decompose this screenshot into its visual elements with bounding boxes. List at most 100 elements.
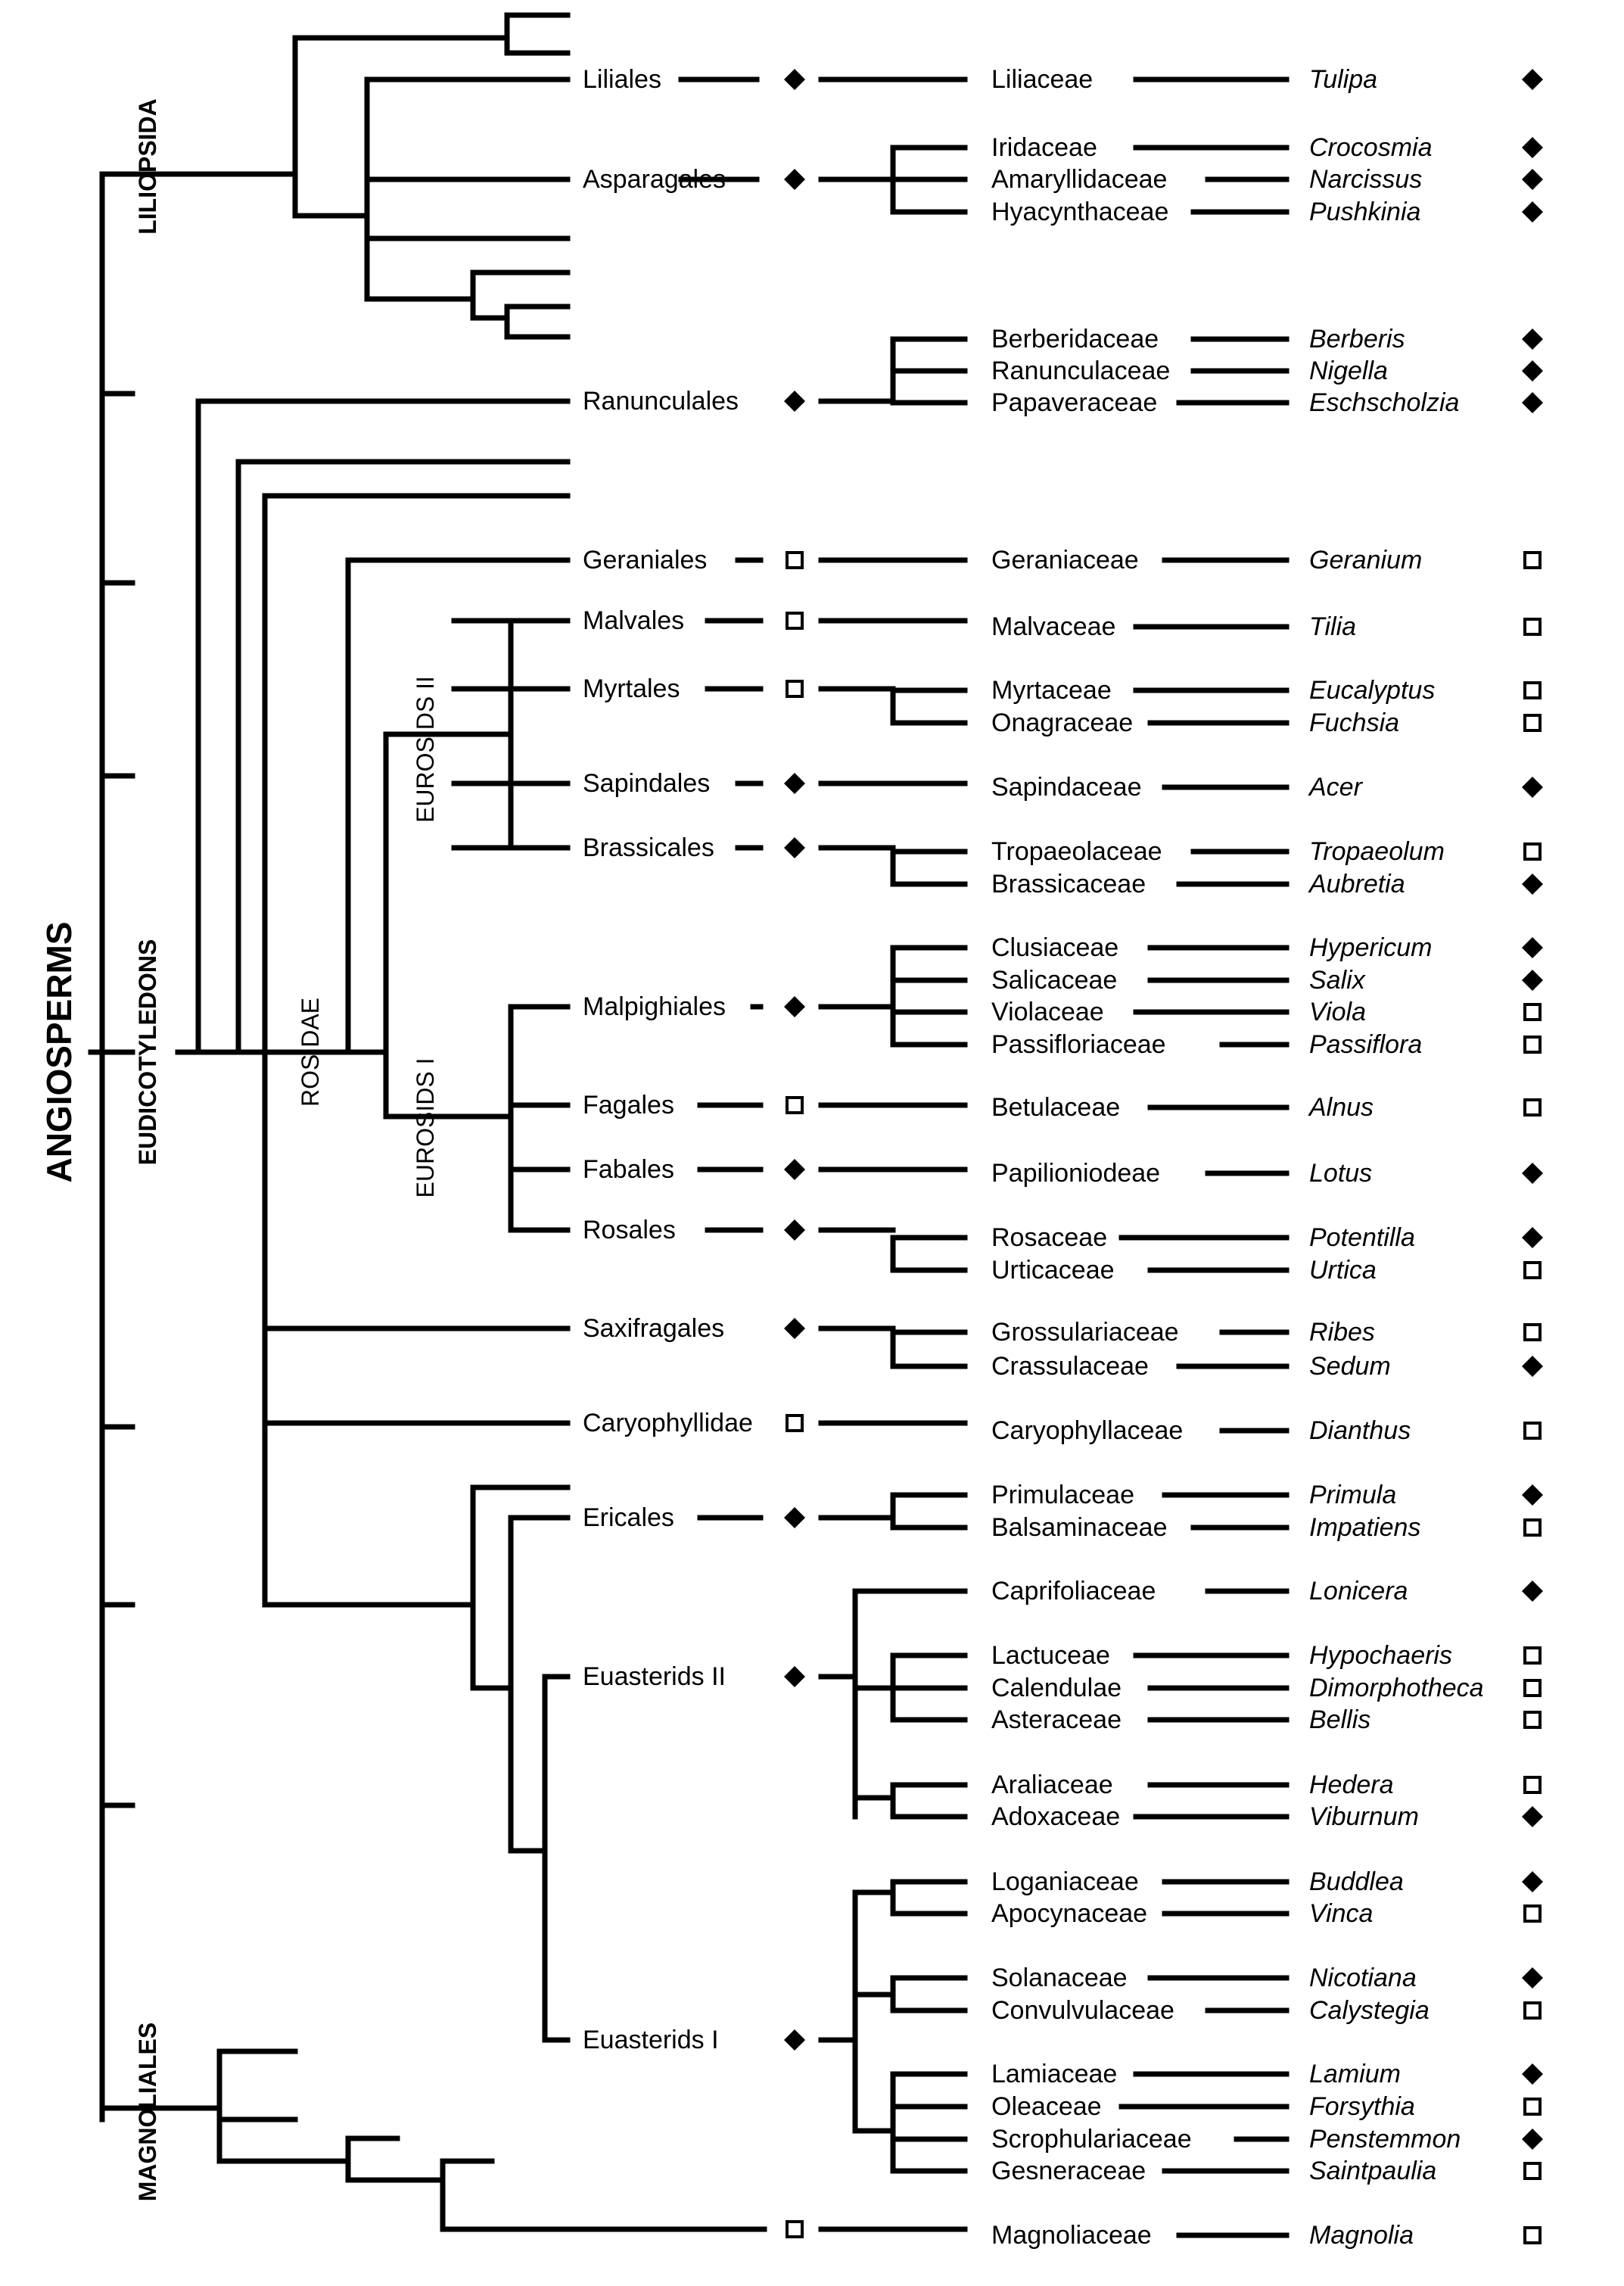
genus-label: Calystegia <box>1309 1996 1430 2025</box>
genus-marker-open-square-icon <box>1523 551 1542 569</box>
genus-marker-filled-diamond-icon <box>1522 137 1543 158</box>
family-label: Berberidaceae <box>991 325 1159 353</box>
genus-label: Eucalyptus <box>1309 676 1435 705</box>
family-label: Lamiaceae <box>991 2060 1117 2088</box>
genus-marker-filled-diamond-icon <box>1522 1484 1543 1506</box>
genus-marker-open-square-icon <box>1523 2226 1542 2244</box>
family-label: Passifloriaceae <box>991 1030 1166 1059</box>
genus-label: Hedera <box>1309 1771 1394 1799</box>
genus-marker-open-square-icon <box>1523 842 1542 861</box>
genus-label: Dianthus <box>1309 1416 1411 1445</box>
family-label: Calendulae <box>991 1674 1122 1702</box>
order-label: Fagales <box>583 1091 674 1120</box>
genus-marker-filled-diamond-icon <box>1522 1356 1543 1377</box>
family-label: Liliaceae <box>991 65 1093 94</box>
family-label: Asteraceae <box>991 1705 1122 1734</box>
genus-label: Tulipa <box>1309 65 1377 94</box>
genus-marker-filled-diamond-icon <box>1522 1806 1543 1827</box>
family-label: Malvaceae <box>991 612 1115 641</box>
order-label: Euasterids II <box>583 1662 726 1691</box>
clade-label-eurosids-i: EUROSIDS I <box>412 1058 439 1198</box>
genus-marker-open-square-icon <box>1523 2001 1542 2020</box>
family-label: Clusiaceae <box>991 933 1118 962</box>
order-marker-open-square-icon <box>786 680 804 698</box>
genus-marker-open-square-icon <box>1523 1518 1542 1537</box>
family-label: Caryophyllaceae <box>991 1416 1183 1445</box>
family-label: Myrtaceae <box>991 676 1112 705</box>
genus-marker-open-square-icon <box>1523 1323 1542 1341</box>
order-label: Saxifragales <box>583 1314 724 1343</box>
family-label: Iridaceae <box>991 133 1097 162</box>
genus-label: Lotus <box>1309 1159 1372 1188</box>
genus-label: Hypericum <box>1309 933 1432 962</box>
genus-label: Geranium <box>1309 546 1422 575</box>
genus-marker-filled-diamond-icon <box>1522 1227 1543 1248</box>
family-label: Caprifoliaceae <box>991 1577 1156 1605</box>
genus-marker-open-square-icon <box>1523 1422 1542 1440</box>
genus-label: Impatiens <box>1309 1513 1420 1542</box>
family-label: Solanaceae <box>991 1964 1128 1992</box>
order-label: Asparagales <box>583 165 726 194</box>
genus-label: Berberis <box>1309 325 1405 353</box>
genus-marker-open-square-icon <box>1523 1776 1542 1794</box>
family-label: Crassulaceae <box>991 1352 1149 1381</box>
family-label: Lactuceae <box>991 1641 1110 1670</box>
family-label: Brassicaceae <box>991 870 1146 899</box>
genus-label: Forsythia <box>1309 2092 1415 2121</box>
genus-label: Bellis <box>1309 1705 1370 1734</box>
genus-marker-open-square-icon <box>1523 681 1542 699</box>
family-label: Apocynaceae <box>991 1899 1147 1928</box>
family-label: Grossulariaceae <box>991 1318 1179 1347</box>
genus-label: Alnus <box>1308 1093 1374 1122</box>
clade-label-eudicotyledons: EUDICOTYLEDONS <box>134 939 161 1166</box>
genus-label: Acer <box>1308 773 1364 802</box>
order-marker-filled-diamond-icon <box>784 69 805 90</box>
genus-marker-open-square-icon <box>1523 1003 1542 1021</box>
genus-marker-filled-diamond-icon <box>1522 69 1543 90</box>
genus-marker-open-square-icon <box>1523 1036 1542 1054</box>
order-label: Malpighiales <box>583 992 726 1021</box>
genus-label: Hypochaeris <box>1309 1641 1452 1670</box>
order-label: Ranunculales <box>583 387 739 416</box>
order-marker-filled-diamond-icon <box>784 391 805 412</box>
family-label: Onagraceae <box>991 709 1133 737</box>
tree-branches <box>88 12 1290 2238</box>
order-label: Fabales <box>583 1155 674 1184</box>
order-marker-filled-diamond-icon <box>784 1666 805 1687</box>
genus-label: Lamium <box>1309 2060 1401 2088</box>
order-marker-filled-diamond-icon <box>784 837 805 858</box>
genus-label: Narcissus <box>1309 165 1422 194</box>
genus-label: Magnolia <box>1309 2221 1414 2250</box>
clade-label-liliopsida: LILIOPSIDA <box>134 98 161 235</box>
order-marker-filled-diamond-icon <box>784 169 805 190</box>
genus-label: Saintpaulia <box>1309 2157 1436 2185</box>
order-marker-filled-diamond-icon <box>784 1507 805 1528</box>
genus-marker-filled-diamond-icon <box>1522 360 1543 382</box>
diagram-title: ANGIOSPERMS <box>39 921 79 1182</box>
genus-marker-open-square-icon <box>1523 1711 1542 1729</box>
family-label: Urticaceae <box>991 1256 1115 1285</box>
genus-label: Pushkinia <box>1309 198 1420 226</box>
family-label: Sapindaceae <box>991 773 1142 802</box>
genus-marker-filled-diamond-icon <box>1522 1581 1543 1602</box>
genus-label: Dimorphotheca <box>1309 1674 1484 1702</box>
genus-label: Tilia <box>1309 612 1356 641</box>
order-marker-open-square-icon <box>786 1414 804 1432</box>
family-label: Rosaceae <box>991 1223 1107 1252</box>
order-label: Sapindales <box>583 769 710 798</box>
genus-label: Sedum <box>1309 1352 1391 1381</box>
genus-label: Crocosmia <box>1309 133 1432 162</box>
family-label: Magnoliaceae <box>991 2221 1152 2250</box>
order-marker-filled-diamond-icon <box>784 2029 805 2051</box>
clade-label-eurosids-ii: EUROSIDS II <box>412 676 439 823</box>
genus-label: Viburnum <box>1309 1802 1419 1831</box>
genus-marker-filled-diamond-icon <box>1522 329 1543 350</box>
family-label: Amaryllidaceae <box>991 165 1167 194</box>
family-label: Ranunculaceae <box>991 357 1170 385</box>
order-marker-filled-diamond-icon <box>784 773 805 794</box>
family-label: Betulaceae <box>991 1093 1120 1122</box>
genus-label: Buddlea <box>1309 1867 1404 1896</box>
order-marker-open-square-icon <box>786 2220 804 2238</box>
family-label: Violaceae <box>991 998 1104 1026</box>
